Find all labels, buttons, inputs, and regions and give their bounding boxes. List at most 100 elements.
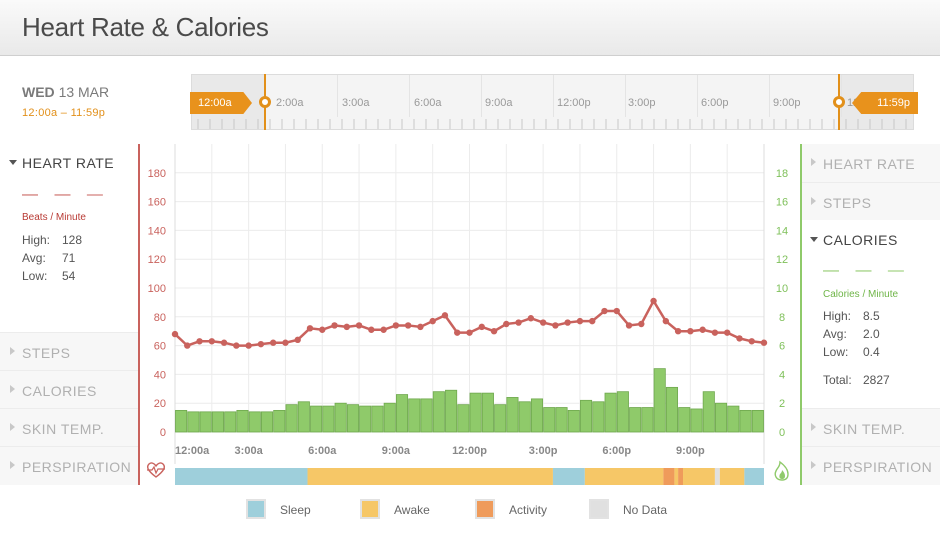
calories-bar (445, 389, 458, 433)
timeline-label: 6:00p (701, 97, 729, 109)
calories-bar (715, 402, 728, 433)
right-y-axis: 0 2 4 6 8 10 12 14 16 18 (776, 168, 788, 439)
x-axis: 12:00a 3:00a 6:00a 9:00a 12:00p 3:00p 6:00p 9:0… (175, 445, 705, 457)
calories-bar (678, 407, 691, 433)
activity-segment-awake (719, 468, 745, 485)
calories-bar (346, 404, 359, 433)
calories-bar (211, 411, 224, 433)
sidebar-item-calories[interactable]: CALORIES (0, 370, 139, 408)
heart-rate-point (478, 323, 485, 331)
activity-segment-sleep (175, 468, 308, 485)
calories-bar (408, 398, 421, 433)
stat-low: Low: 0.4 (823, 345, 880, 359)
heart-rate-point (662, 317, 670, 325)
timeline-label: 3:00p (628, 97, 656, 109)
sidebar-item-skin-temp[interactable]: SKIN TEMP. (0, 408, 139, 446)
date-line: WED 13 MAR (22, 84, 109, 100)
heart-rate-point (392, 322, 400, 329)
heart-rate-point (760, 339, 768, 346)
caret-right-icon (811, 158, 816, 166)
timeline-label: 9:00p (773, 97, 801, 109)
calories-bar (371, 405, 384, 433)
caret-down-icon (9, 160, 17, 165)
heart-rate-point (343, 323, 350, 331)
calories-bar (739, 409, 752, 433)
timeline-end-knob[interactable] (833, 96, 845, 108)
timeline-slider[interactable]: 2:00a 3:00a 6:00a 9:00a 12:00p 3:00p 6:0… (191, 74, 914, 130)
current-value-placeholder: — — — (823, 262, 910, 279)
calories-bar (334, 402, 347, 433)
timeline-end-handle[interactable]: 11:59p (852, 92, 918, 114)
timeline-start-handle[interactable]: 12:00a (190, 92, 252, 114)
calories-bar (420, 398, 433, 433)
right-y-tick-label: 8 (779, 312, 785, 324)
sidebar-item-heart-rate[interactable]: HEART RATE (801, 144, 940, 182)
calories-bar (543, 407, 556, 433)
left-y-tick-label: 140 (148, 225, 166, 237)
timeline-separator (409, 75, 410, 117)
stat-high: High: 8.5 (823, 309, 880, 323)
sidebar-item-steps[interactable]: STEPS (801, 182, 940, 220)
left-y-tick-label: 20 (154, 398, 166, 410)
caret-down-icon (810, 237, 818, 242)
activity-segment-sleep (744, 468, 764, 485)
calories-bar (751, 409, 764, 433)
left-y-tick-label: 180 (148, 168, 166, 180)
heart-rate-point (490, 328, 498, 335)
caret-right-icon (10, 423, 15, 431)
heart-rate-point (441, 312, 449, 319)
calories-bar (580, 399, 593, 433)
calories-bar (592, 401, 605, 433)
sidebar-item-perspiration[interactable]: PERSPIRATION (0, 446, 139, 485)
calories-pointer (801, 263, 802, 277)
timeline-start-knob[interactable] (259, 96, 271, 108)
caret-right-icon (10, 347, 15, 355)
calories-bar (322, 405, 335, 433)
heart-rate-point (466, 329, 473, 336)
heart-rate-point (429, 317, 436, 325)
right-y-tick-label: 0 (779, 427, 785, 439)
calories-bar (469, 392, 482, 433)
right-y-tick-label: 10 (776, 283, 788, 295)
calories-bar (175, 409, 188, 433)
calories-stats: High: 8.5 Avg: 2.0 Low: 0.4 (823, 307, 880, 361)
heart-rate-point (601, 307, 608, 315)
calories-bar (665, 386, 679, 433)
heart-rate-point (454, 329, 461, 336)
activity-segment-activity (663, 468, 675, 485)
metric-title-heart-rate[interactable]: HEART RATE (22, 155, 115, 171)
day-of-week: WED (22, 84, 55, 100)
right-y-tick-label: 16 (776, 197, 788, 209)
calories-bar (236, 409, 249, 433)
calories-bar (641, 407, 654, 433)
left-y-tick-label: 60 (154, 341, 166, 353)
date-day: 13 MAR (58, 84, 110, 100)
legend-swatch-awake (360, 499, 380, 519)
calories-bar (359, 405, 372, 433)
left-y-tick-label: 80 (154, 312, 166, 324)
activity-segment-awake (307, 468, 553, 485)
left-y-tick-label: 100 (148, 283, 166, 295)
caret-right-icon (10, 385, 15, 393)
activity-segment-activity (678, 468, 684, 485)
sidebar-item-perspiration[interactable]: PERSPIRATION (801, 446, 940, 485)
stat-low: Low: 54 (22, 269, 76, 283)
heart-rate-point (306, 325, 314, 332)
sidebar-item-steps[interactable]: STEPS (0, 332, 139, 370)
calories-bar (494, 404, 507, 433)
total-label: Total: (823, 373, 852, 387)
activity-segment-awake (674, 468, 679, 485)
metric-title-calories[interactable]: CALORIES (823, 232, 898, 248)
calories-bars (175, 368, 764, 433)
calories-bar (260, 411, 274, 433)
current-value-placeholder: — — — (22, 186, 109, 203)
calories-unit: Calories / Minute (823, 289, 899, 300)
heart-rate-point (171, 330, 179, 338)
heart-rate-point (564, 319, 571, 326)
timeline-label: 6:00a (414, 97, 442, 109)
right-metric-panel: HEART RATE STEPS CALORIES — — — Calories… (801, 144, 940, 485)
caret-right-icon (811, 423, 816, 431)
x-tick-label: 9:00a (382, 445, 411, 457)
heart-rate-point (515, 319, 522, 326)
sidebar-item-skin-temp[interactable]: SKIN TEMP. (801, 408, 940, 446)
